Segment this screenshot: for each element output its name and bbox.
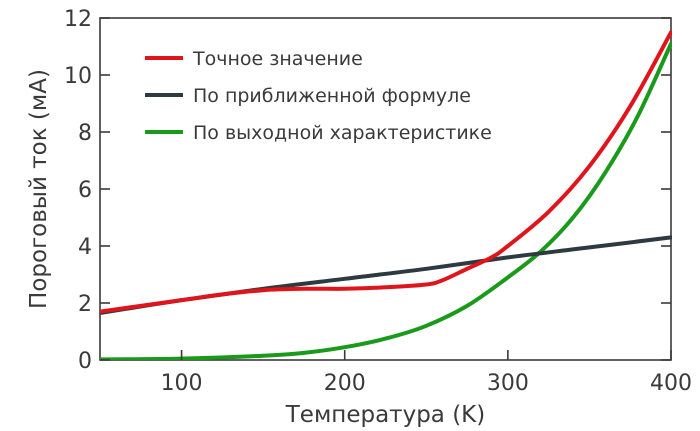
- y-tick-label: 12: [64, 7, 92, 32]
- legend-label: По выходной характеристике: [193, 122, 492, 144]
- plot-frame: [99, 17, 672, 361]
- x-tick-label: 300: [487, 371, 529, 396]
- series-line: [100, 30, 672, 314]
- x-tick-label: 100: [161, 371, 203, 396]
- legend-label: Точное значение: [192, 48, 363, 70]
- series-line: [100, 41, 672, 360]
- y-axis-title: Пороговый ток (мА): [26, 69, 52, 309]
- series-lines: [100, 30, 672, 360]
- y-tick-label: 10: [64, 64, 92, 89]
- x-tick-label: 400: [650, 371, 692, 396]
- y-axis-ticks: 0 2 4 6 8 10 12: [64, 7, 671, 374]
- y-tick-label: 0: [78, 349, 92, 374]
- x-axis-ticks: 100 200 300 400: [161, 350, 692, 396]
- x-tick-label: 200: [324, 371, 366, 396]
- y-tick-label: 8: [78, 121, 92, 146]
- legend-label: По приближенной формуле: [193, 85, 471, 107]
- y-tick-label: 2: [78, 292, 92, 317]
- x-axis-title: Температура (K): [285, 402, 485, 428]
- series-line: [100, 235, 672, 315]
- legend: Точное значение По приближенной формуле По…: [145, 48, 492, 144]
- y-tick-label: 6: [78, 178, 92, 203]
- y-tick-label: 4: [78, 235, 92, 260]
